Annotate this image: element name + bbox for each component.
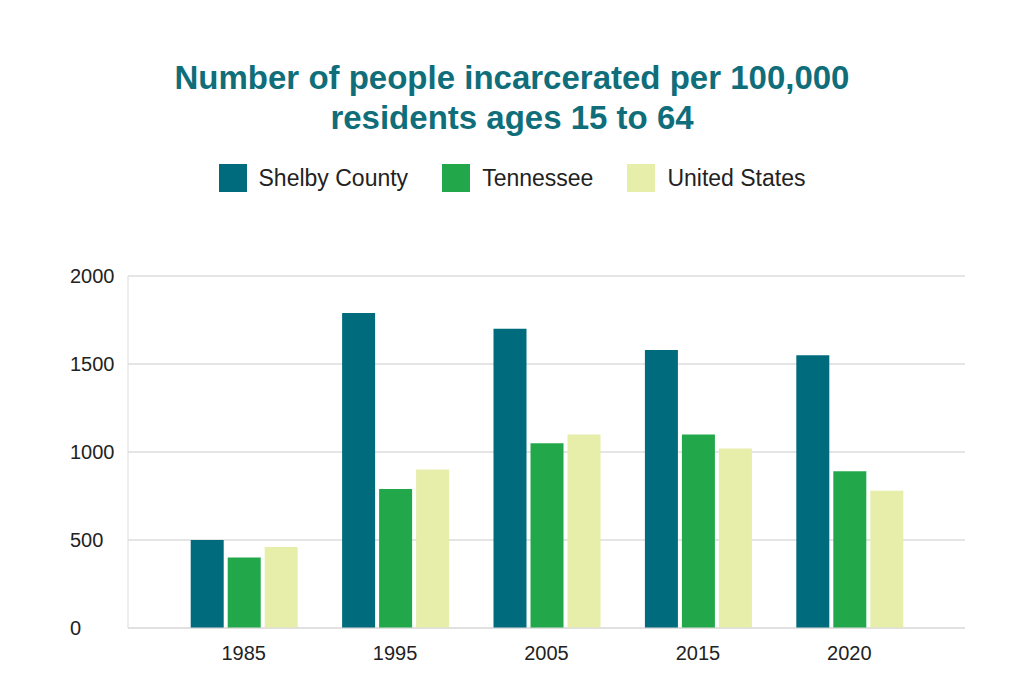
svg-text:1985: 1985	[221, 642, 266, 664]
html-text:Tennessee: Tennessee	[482, 164, 594, 191]
html-text:United States: United States	[667, 164, 806, 191]
svg-text:2000: 2000	[70, 265, 115, 287]
html-text:Number of people incarcerated: Number of people incarcerated per 100,00…	[174, 59, 850, 136]
svg-text:1500: 1500	[70, 353, 115, 375]
svg-text:500: 500	[70, 529, 103, 551]
html-text:Shelby County: Shelby County	[258, 164, 409, 191]
svg-text:1000: 1000	[70, 441, 115, 463]
svg-text:0: 0	[70, 617, 81, 639]
svg-text:2005: 2005	[524, 642, 569, 664]
svg-text:1995: 1995	[373, 642, 418, 664]
svg-text:2015: 2015	[676, 642, 721, 664]
svg-text:2020: 2020	[827, 642, 872, 664]
